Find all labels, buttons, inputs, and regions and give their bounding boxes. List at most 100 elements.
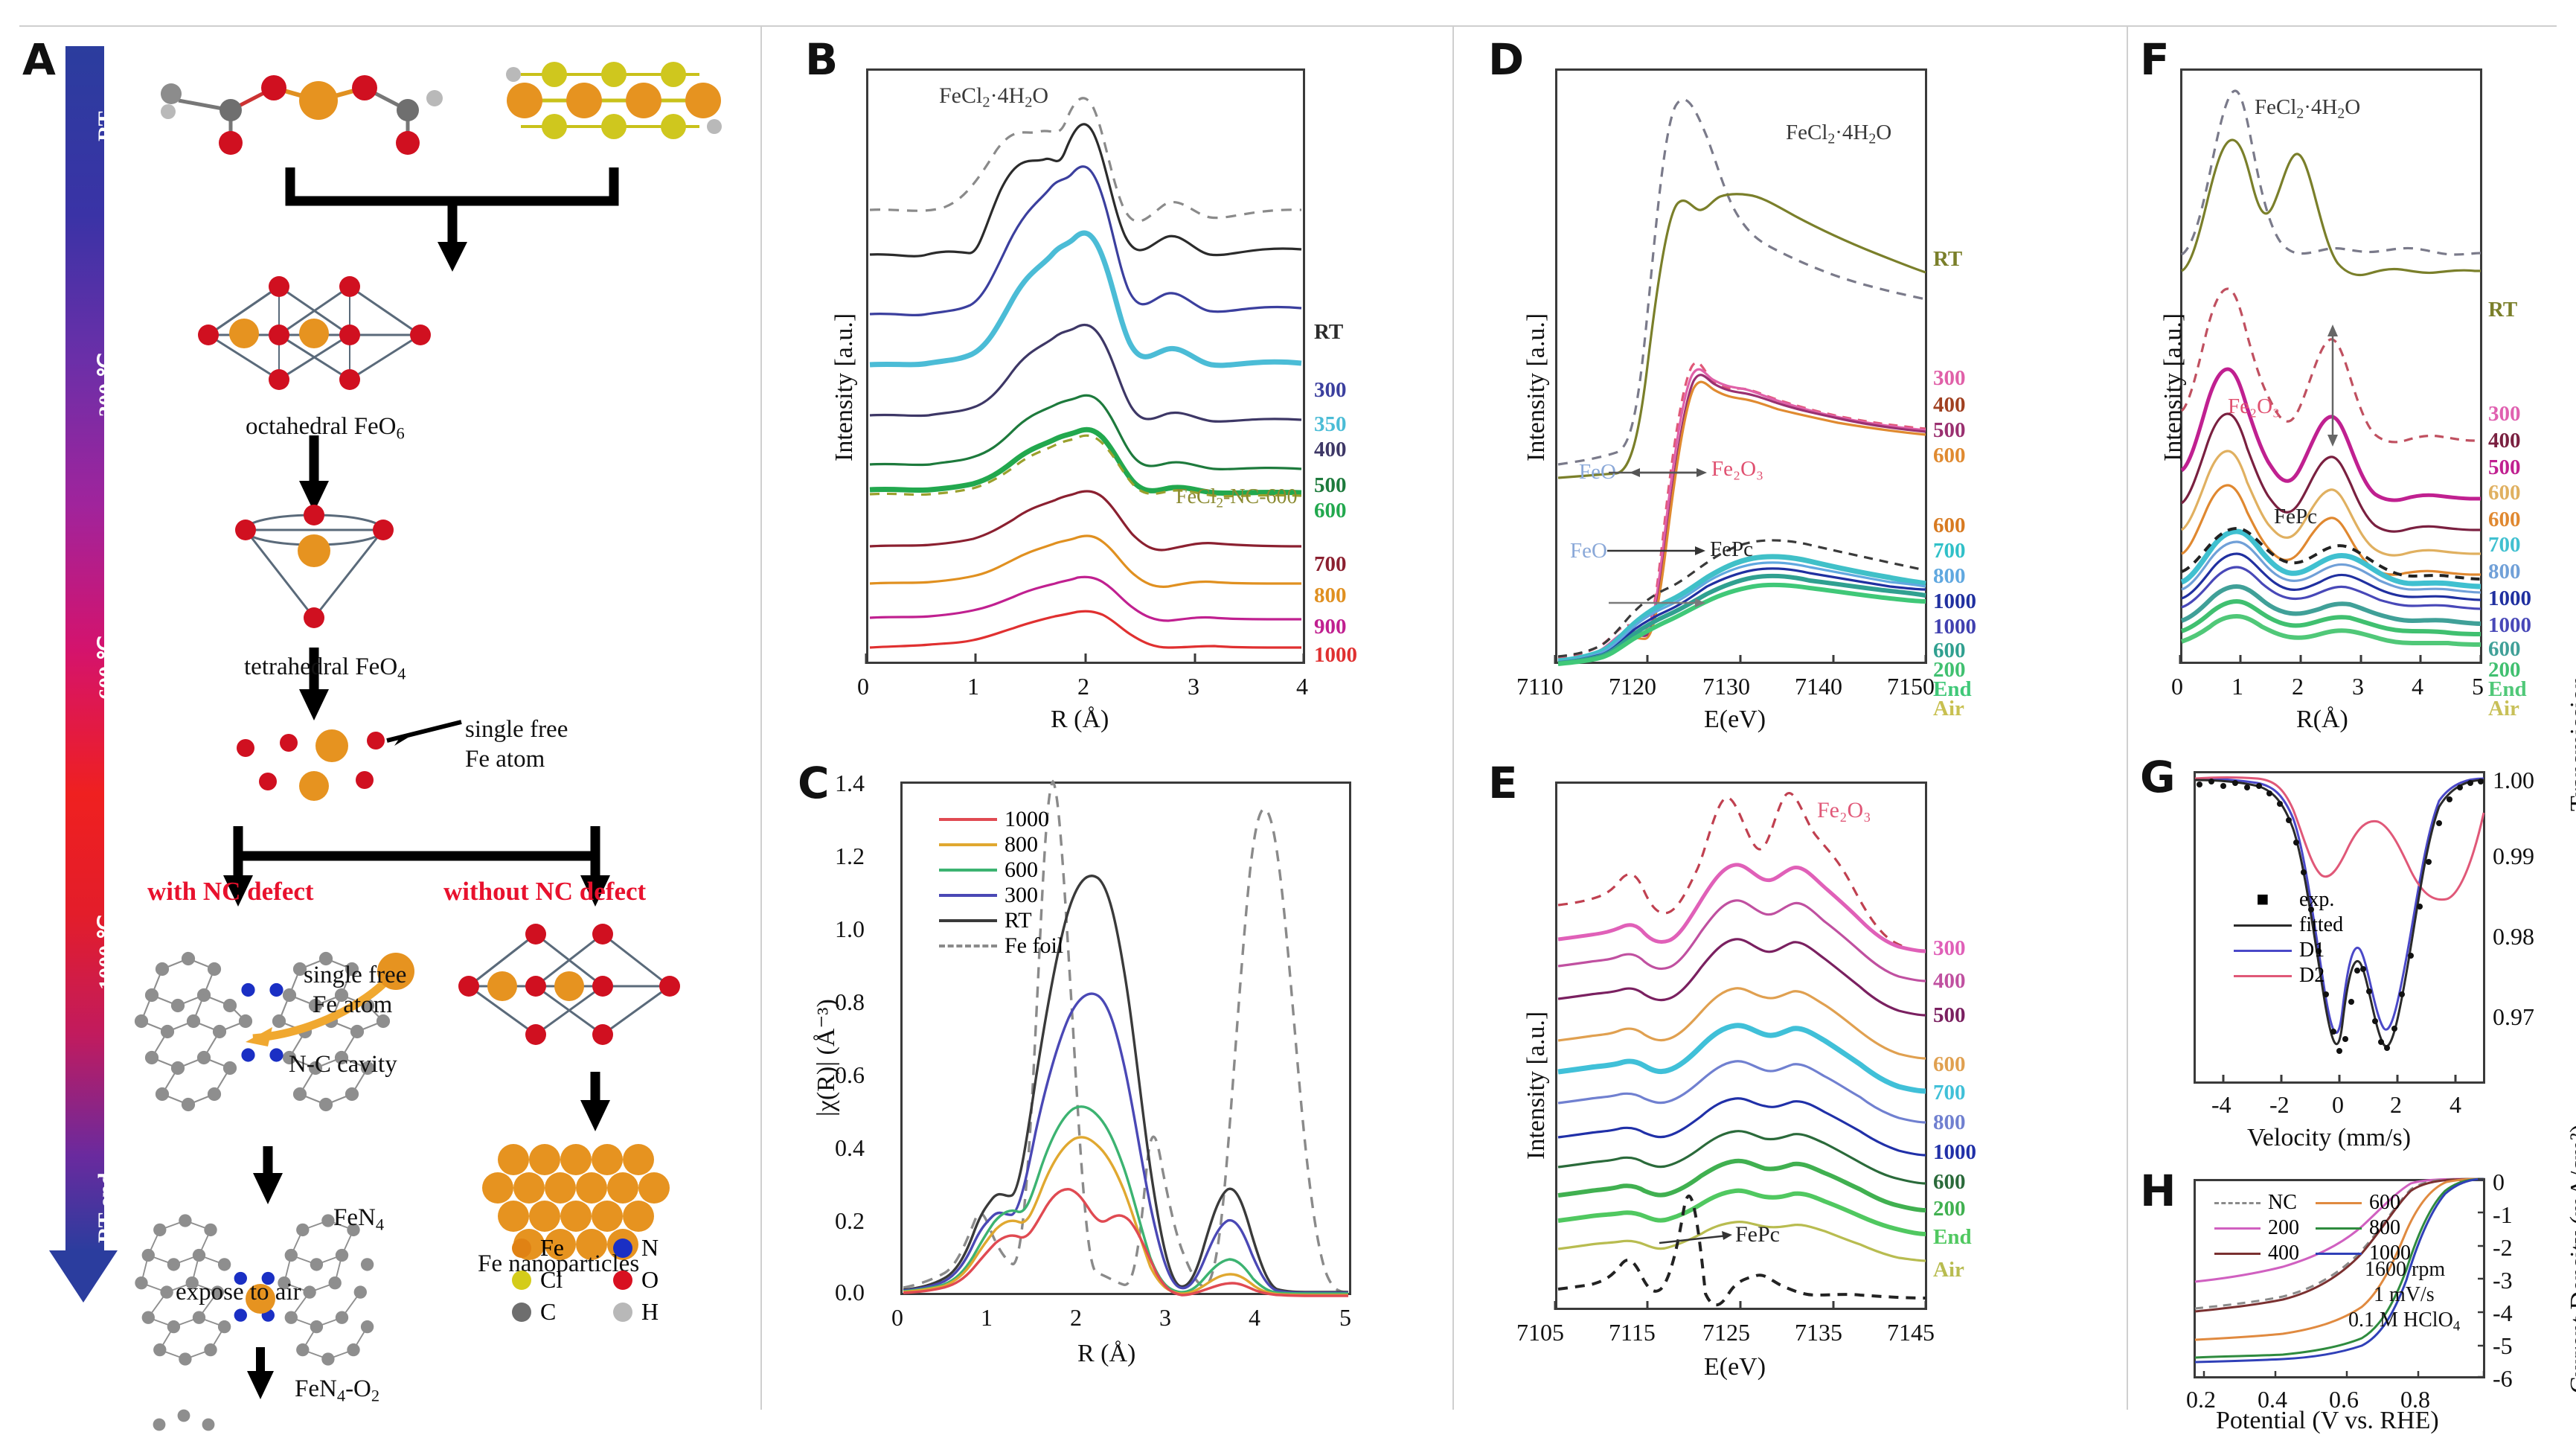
label-fen4: FeN4 bbox=[333, 1204, 384, 1234]
panel-d-xlabel: E(eV) bbox=[1704, 706, 1766, 733]
panel-h-curve-1000 bbox=[2194, 1177, 2484, 1364]
panel-e-xtick-7135: 7135 bbox=[1795, 1319, 1842, 1346]
panel-h-condition-electrolyte: 0.1 M HClO4 bbox=[2348, 1308, 2460, 1335]
gradient-arrowhead-icon bbox=[49, 1250, 118, 1303]
legend-swatch-d1 bbox=[2234, 949, 2292, 952]
panel-b-curve-label-300: 300 bbox=[1314, 378, 1347, 402]
panel-h-legend-nc-label: NC bbox=[2268, 1191, 2297, 1214]
panel-g-xtick--4: -4 bbox=[2211, 1091, 2231, 1118]
b-annot-a: FeCl bbox=[939, 83, 983, 108]
label-single-free-atom-1: single free bbox=[465, 716, 568, 743]
panel-h-legend-200: 200 bbox=[2214, 1216, 2299, 1240]
panel-h-xtick-06: 0.6 bbox=[2329, 1386, 2359, 1413]
arrow-down-icon-2 bbox=[299, 689, 329, 720]
panel-b-xtick-4: 4 bbox=[1296, 673, 1308, 700]
tetrahedral-text: tetrahedral FeO bbox=[244, 653, 398, 680]
arrow-down-icon-4 bbox=[247, 1371, 274, 1399]
panel-f-annotation-fecl2: FeCl2·4H2O bbox=[2255, 95, 2360, 123]
panel-c-ylabel: |χ(R)| (Å⁻³) bbox=[813, 999, 840, 1116]
panel-e-curve-label-200: 200 bbox=[1933, 1197, 1966, 1221]
panel-g-ytick-098: 0.98 bbox=[2493, 923, 2534, 950]
panel-c-xtick-2: 2 bbox=[1070, 1304, 1082, 1331]
legend-swatch-fitted bbox=[2234, 924, 2292, 927]
label-fe-atom-1: Fe atom bbox=[465, 746, 545, 773]
panel-c-legend: 1000 800 600 300 RT Fe foil bbox=[939, 807, 1063, 959]
h-cond-main: 0.1 M HClO bbox=[2348, 1308, 2453, 1332]
panel-c-legend-800: 800 bbox=[939, 832, 1063, 857]
panel-g-legend-d2-label: D2 bbox=[2299, 964, 2325, 988]
panel-g-xtick--2: -2 bbox=[2269, 1091, 2290, 1118]
panel-e-annotation-fe2o3: Fe₂O₃ bbox=[1817, 798, 1871, 822]
panel-e-annotation-fepc: FePc bbox=[1735, 1222, 1780, 1247]
b-annot-e: O bbox=[1032, 83, 1049, 108]
panel-f-annotation-fepc: FePc bbox=[2274, 505, 2317, 528]
atom-key-fe-label: Fe bbox=[540, 1234, 564, 1261]
panel-h-legend-600: 600 bbox=[2316, 1191, 2411, 1215]
panel-f-curve-label-600c: 600 bbox=[2488, 637, 2521, 661]
panel-b-curve-label-700: 700 bbox=[1314, 552, 1347, 576]
panel-h-xlabel: Potential (V vs. RHE) bbox=[2216, 1407, 2439, 1434]
panel-d-plot-frame bbox=[1555, 68, 1927, 664]
label-single-free-atom-2: single free bbox=[304, 962, 407, 988]
panel-h-ytick--1: -1 bbox=[2493, 1201, 2513, 1228]
panel-d-annotation-fepc: FePc bbox=[1710, 537, 1753, 561]
atom-key-cl: Cl bbox=[512, 1266, 564, 1294]
d-annot-b: 2 bbox=[1827, 130, 1836, 147]
panel-c-legend-1000: 1000 bbox=[939, 807, 1063, 832]
structure-fen4-o2 bbox=[153, 1409, 215, 1431]
panel-g-curve-fitted bbox=[2194, 779, 2484, 1048]
panel-h-condition-scanrate: 1 mV/s bbox=[2374, 1283, 2435, 1306]
fen4o2-sub2: 2 bbox=[371, 1386, 380, 1405]
panel-d-curve-label-1000a: 1000 bbox=[1933, 589, 1976, 613]
panel-c-legend-300: 300 bbox=[939, 883, 1063, 908]
panel-divider-right bbox=[2127, 25, 2128, 1410]
panel-d-curve-label-600b: 600 bbox=[1933, 514, 1966, 537]
panel-g-curve-d1 bbox=[2194, 777, 2484, 1035]
panel-g-ylabel: Transmission bbox=[2566, 675, 2576, 811]
panel-c-legend-800-label: 800 bbox=[1005, 832, 1038, 857]
legend-swatch-fefoil bbox=[939, 945, 997, 947]
gradient-label-rt-end: RT-end bbox=[94, 1172, 118, 1243]
panel-e-xtick-7125: 7125 bbox=[1702, 1319, 1750, 1346]
arrow-down-icon bbox=[299, 481, 329, 512]
panel-h-legend-800: 800 bbox=[2316, 1216, 2411, 1240]
panel-h-plot-frame bbox=[2194, 1179, 2485, 1378]
panel-h-ylabel: Current Density (mA/cm²) bbox=[2566, 1124, 2576, 1393]
panel-f-curves bbox=[2179, 89, 2482, 664]
gradient-label-rt: RT bbox=[94, 111, 118, 141]
panel-h-ytick-0: 0 bbox=[2493, 1169, 2505, 1195]
panel-d-curve-label-600a: 600 bbox=[1933, 444, 1966, 467]
legend-swatch-h200 bbox=[2214, 1227, 2261, 1230]
panel-d-annotation-feo-2: FeO bbox=[1570, 539, 1607, 563]
legend-swatch-h600 bbox=[2316, 1201, 2362, 1204]
label-fe-nanoparticles: Fe nanoparticles bbox=[478, 1250, 640, 1277]
panel-h-xtick-04: 0.4 bbox=[2258, 1386, 2287, 1413]
atom-key-h: H bbox=[613, 1298, 659, 1326]
panel-h-xtick-08: 0.8 bbox=[2400, 1386, 2430, 1413]
atom-key-c: C bbox=[512, 1298, 564, 1326]
h-dot-icon bbox=[613, 1302, 632, 1322]
arrow-down-icon-5 bbox=[580, 1100, 610, 1131]
panel-g-legend-fitted: fitted bbox=[2234, 913, 2343, 938]
panel-f-annotation-fe2o3: Fe₂O₃ bbox=[2228, 394, 2281, 418]
label-without-nc-defect: without NC defect bbox=[443, 877, 647, 906]
panel-h-curves bbox=[2194, 1177, 2485, 1378]
panel-b-xtick-2: 2 bbox=[1077, 673, 1089, 700]
panel-g-xlabel: Velocity (mm/s) bbox=[2247, 1124, 2412, 1151]
panel-b-curve-label-350: 350 bbox=[1314, 412, 1347, 436]
panel-e-curve-label-400: 400 bbox=[1933, 969, 1966, 993]
panel-b-curve-label-rt: RT bbox=[1314, 320, 1344, 344]
panel-g-label: G bbox=[2140, 752, 2176, 802]
atom-legend: Fe N Cl O C H bbox=[512, 1234, 659, 1330]
panel-b-label: B bbox=[805, 34, 838, 85]
panel-d-curve-label-1000b: 1000 bbox=[1933, 615, 1976, 639]
panel-h-ytick--5: -5 bbox=[2493, 1332, 2513, 1359]
panel-d-xtick-7120: 7120 bbox=[1609, 673, 1656, 700]
panel-g-legend-d1-label: D1 bbox=[2299, 939, 2325, 962]
panel-b-xtick-0: 0 bbox=[857, 673, 869, 700]
panel-f-curve-label-1000a: 1000 bbox=[2488, 587, 2531, 610]
panel-e-ylabel: Intensity [a.u.] bbox=[1522, 1011, 1550, 1160]
atom-key-o: O bbox=[613, 1266, 659, 1294]
fen4o2-text: FeN bbox=[295, 1375, 337, 1402]
h-cond-sub: 4 bbox=[2452, 1318, 2461, 1335]
